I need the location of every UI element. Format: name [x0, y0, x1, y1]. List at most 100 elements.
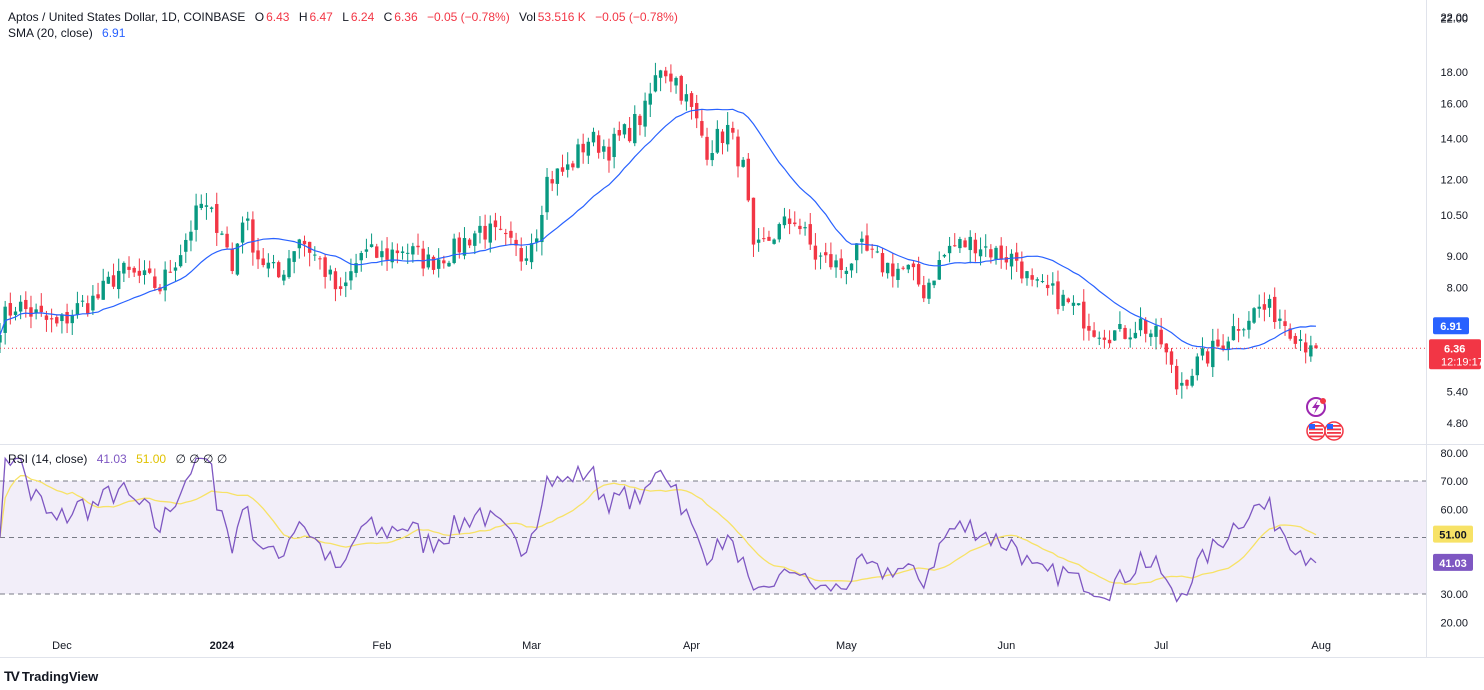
candle — [1004, 246, 1009, 270]
candle — [1056, 270, 1060, 315]
price-tick-label: 8.00 — [1447, 282, 1468, 294]
candle — [313, 246, 317, 261]
candle-body — [1195, 356, 1200, 376]
candle-body — [287, 258, 291, 278]
sma-legend[interactable]: SMA (20, close) 6.91 — [8, 25, 127, 41]
candle — [994, 245, 998, 265]
candle-body — [1185, 379, 1189, 386]
candle-body — [674, 77, 678, 86]
candle — [344, 271, 348, 298]
rsi-tag-bg — [1433, 553, 1473, 571]
candle — [1293, 333, 1298, 349]
candle-body — [1102, 337, 1107, 340]
candle-body — [338, 286, 343, 289]
candle-body — [581, 143, 585, 153]
candle-body — [550, 179, 554, 184]
candle — [669, 64, 673, 93]
candle — [731, 121, 735, 140]
candle-body — [478, 225, 482, 233]
candle — [535, 229, 539, 252]
candle-body — [75, 303, 80, 316]
candle — [849, 263, 854, 278]
candle-body — [354, 263, 358, 273]
candle-body — [60, 314, 64, 322]
candle-body — [199, 203, 203, 208]
candle-body — [1169, 351, 1174, 365]
rsi-legend[interactable]: RSI (14, close) 41.03 51.00 ∅ ∅ ∅ ∅ — [8, 451, 229, 467]
candle — [638, 113, 642, 136]
candle-body — [137, 270, 142, 276]
us-flag-icon[interactable] — [1324, 421, 1344, 441]
candle — [1267, 294, 1272, 318]
candle-body — [80, 300, 85, 302]
candle-body — [1143, 319, 1148, 334]
candle-body — [1236, 329, 1241, 331]
candle — [700, 109, 704, 138]
candle — [1164, 343, 1169, 365]
candle — [679, 74, 683, 105]
candle — [0, 323, 2, 354]
candle — [963, 237, 967, 248]
candle-body — [787, 218, 792, 224]
candle — [297, 238, 302, 259]
candle-body — [782, 216, 787, 226]
candle-body — [1278, 318, 1282, 321]
flag-stripe — [1309, 435, 1323, 438]
candle-body — [380, 251, 384, 258]
candle — [34, 303, 38, 320]
candle-body — [1216, 339, 1220, 347]
candle-body — [13, 311, 18, 315]
candle-body — [746, 158, 751, 201]
candle-body — [86, 303, 90, 314]
candle — [1216, 328, 1220, 348]
candle — [834, 254, 838, 278]
candle-body — [509, 230, 513, 238]
candle — [612, 127, 616, 169]
candle — [798, 218, 802, 235]
rsi-extra: ∅ ∅ ∅ ∅ — [175, 452, 228, 466]
candle-body — [700, 121, 704, 136]
candle-body — [731, 127, 735, 133]
rsi-tag: 41.03 — [1433, 553, 1473, 571]
price-tick-label: 4.80 — [1447, 418, 1468, 430]
candle — [1309, 335, 1313, 362]
candle-body — [849, 263, 854, 271]
candle — [266, 253, 271, 278]
candle-body — [29, 307, 33, 317]
candle-body — [282, 274, 286, 281]
last-price-tag-bg — [1429, 339, 1481, 370]
candle — [705, 127, 709, 166]
candle-body — [793, 222, 797, 225]
candle — [1273, 287, 1277, 329]
candle-body — [968, 236, 972, 251]
candle-body — [1082, 301, 1086, 329]
candle — [163, 261, 167, 302]
candle — [307, 241, 312, 267]
candle-body — [653, 75, 658, 92]
candle — [875, 246, 880, 254]
candle-body — [643, 100, 647, 127]
candle-body — [1123, 327, 1127, 339]
candle-body — [1273, 296, 1277, 323]
price-tick-label: 22.00 — [1440, 14, 1468, 26]
candle-body — [1076, 303, 1081, 306]
candle — [927, 278, 931, 305]
candle-body — [720, 131, 725, 144]
candle-body — [602, 146, 606, 152]
candle-body — [307, 241, 312, 253]
candle — [911, 261, 916, 281]
candle — [648, 82, 652, 118]
candle — [483, 214, 487, 249]
price-tick-label: 18.00 — [1440, 67, 1468, 79]
candle — [215, 192, 219, 246]
candle — [586, 137, 591, 164]
us-flag-icon[interactable] — [1306, 421, 1326, 441]
candle — [287, 249, 291, 279]
candle — [1025, 270, 1029, 286]
event-icons[interactable] — [1306, 397, 1344, 441]
candle-body — [633, 113, 637, 144]
tradingview-logo[interactable]: TV TradingView — [4, 668, 98, 684]
candle — [901, 265, 905, 271]
candle — [411, 242, 415, 263]
